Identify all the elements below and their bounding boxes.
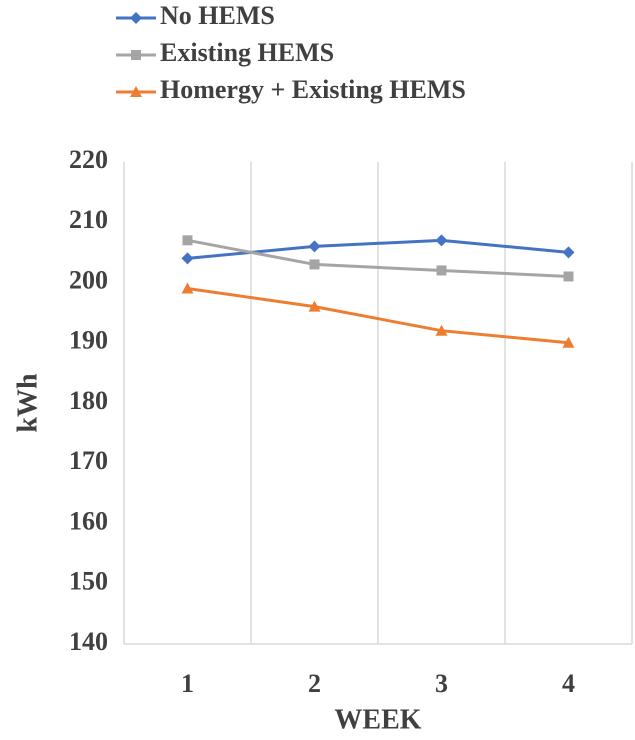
data-point: [308, 240, 321, 253]
y-tick-label: 140: [69, 627, 108, 656]
series-line: [187, 238, 569, 278]
x-tick-label: 1: [181, 669, 194, 698]
data-point: [562, 336, 575, 348]
data-point: [435, 324, 448, 336]
series-line: [187, 287, 569, 345]
y-tick-label: 170: [69, 446, 108, 475]
data-point: [181, 282, 194, 294]
legend-marker: [130, 12, 142, 24]
data-point: [309, 259, 320, 270]
y-tick-label: 220: [69, 145, 108, 174]
legend-marker: [131, 50, 141, 60]
y-tick-label: 180: [69, 386, 108, 415]
y-axis-label: kWh: [12, 373, 43, 433]
x-tick-label: 3: [435, 669, 448, 698]
y-tick-label: 200: [69, 265, 108, 294]
x-tick-label: 4: [562, 669, 575, 698]
data-point: [308, 300, 321, 312]
data-point: [181, 252, 194, 265]
legend-label: Homergy + Existing HEMS: [160, 75, 466, 104]
x-axis-label: WEEK: [334, 704, 421, 735]
y-tick-label: 190: [69, 326, 108, 355]
legend-label: No HEMS: [160, 1, 275, 30]
y-tick-label: 210: [69, 205, 108, 234]
y-tick-label: 160: [69, 506, 108, 535]
data-point: [436, 265, 447, 276]
data-point: [182, 235, 193, 246]
data-point: [563, 271, 574, 282]
x-tick-label: 2: [308, 669, 321, 698]
legend-marker: [130, 86, 142, 97]
y-tick-label: 150: [69, 567, 108, 596]
data-point: [435, 234, 448, 247]
legend-label: Existing HEMS: [160, 38, 334, 67]
data-point: [562, 246, 575, 259]
